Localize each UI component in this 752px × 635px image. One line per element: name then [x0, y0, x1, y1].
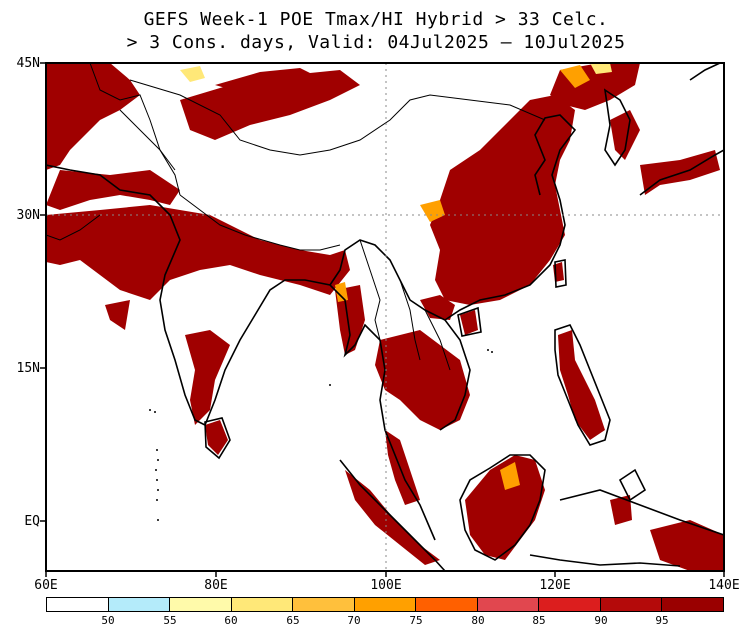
colorbar-label: 80 [471, 614, 485, 627]
country-borders [46, 63, 546, 371]
lon-label-140e: 140E [708, 578, 740, 593]
island-dots [149, 349, 493, 521]
colorbar-label: 85 [532, 614, 546, 627]
probability-shading [46, 63, 724, 571]
colorbar-swatch [108, 598, 171, 611]
colorbar-swatch [231, 598, 294, 611]
probability-shading-low [180, 63, 612, 82]
probability-shading-moderate [335, 65, 590, 490]
colorbar-swatch [354, 598, 417, 611]
colorbar-swatch [477, 598, 540, 611]
colorbar-swatch [47, 598, 109, 611]
colorbar-label: 75 [409, 614, 423, 627]
colorbar-swatch [662, 598, 724, 611]
colorbar-label: 65 [286, 614, 300, 627]
axis-ticks [40, 62, 725, 577]
lat-label-45n: 45N [16, 56, 40, 71]
colorbar-swatch [539, 598, 601, 611]
colorbar-label: 70 [347, 614, 361, 627]
lon-label-80e: 80E [204, 578, 228, 593]
lat-label-15n: 15N [16, 361, 40, 376]
lon-label-120e: 120E [539, 578, 571, 593]
lon-label-60e: 60E [34, 578, 58, 593]
graticule [46, 63, 724, 571]
lat-label-30n: 30N [16, 208, 40, 223]
colorbar-label: 60 [224, 614, 238, 627]
colorbar [46, 597, 724, 612]
lon-label-100e: 100E [370, 578, 402, 593]
colorbar-label: 95 [655, 614, 669, 627]
colorbar-swatch [600, 598, 663, 611]
colorbar-label: 50 [101, 614, 115, 627]
colorbar-label: 55 [163, 614, 177, 627]
colorbar-swatch [170, 598, 232, 611]
lat-label-eq: EQ [24, 514, 40, 529]
colorbar-swatch [416, 598, 478, 611]
chart-title-line-1: GEFS Week-1 POE Tmax/HI Hybrid > 33 Celc… [143, 9, 609, 30]
colorbar-label: 90 [594, 614, 608, 627]
chart-title-line-2: > 3 Cons. days, Valid: 04Jul2025 – 10Jul… [126, 32, 626, 53]
map-border [45, 62, 725, 572]
coastlines [46, 63, 724, 571]
colorbar-swatch [293, 598, 355, 611]
